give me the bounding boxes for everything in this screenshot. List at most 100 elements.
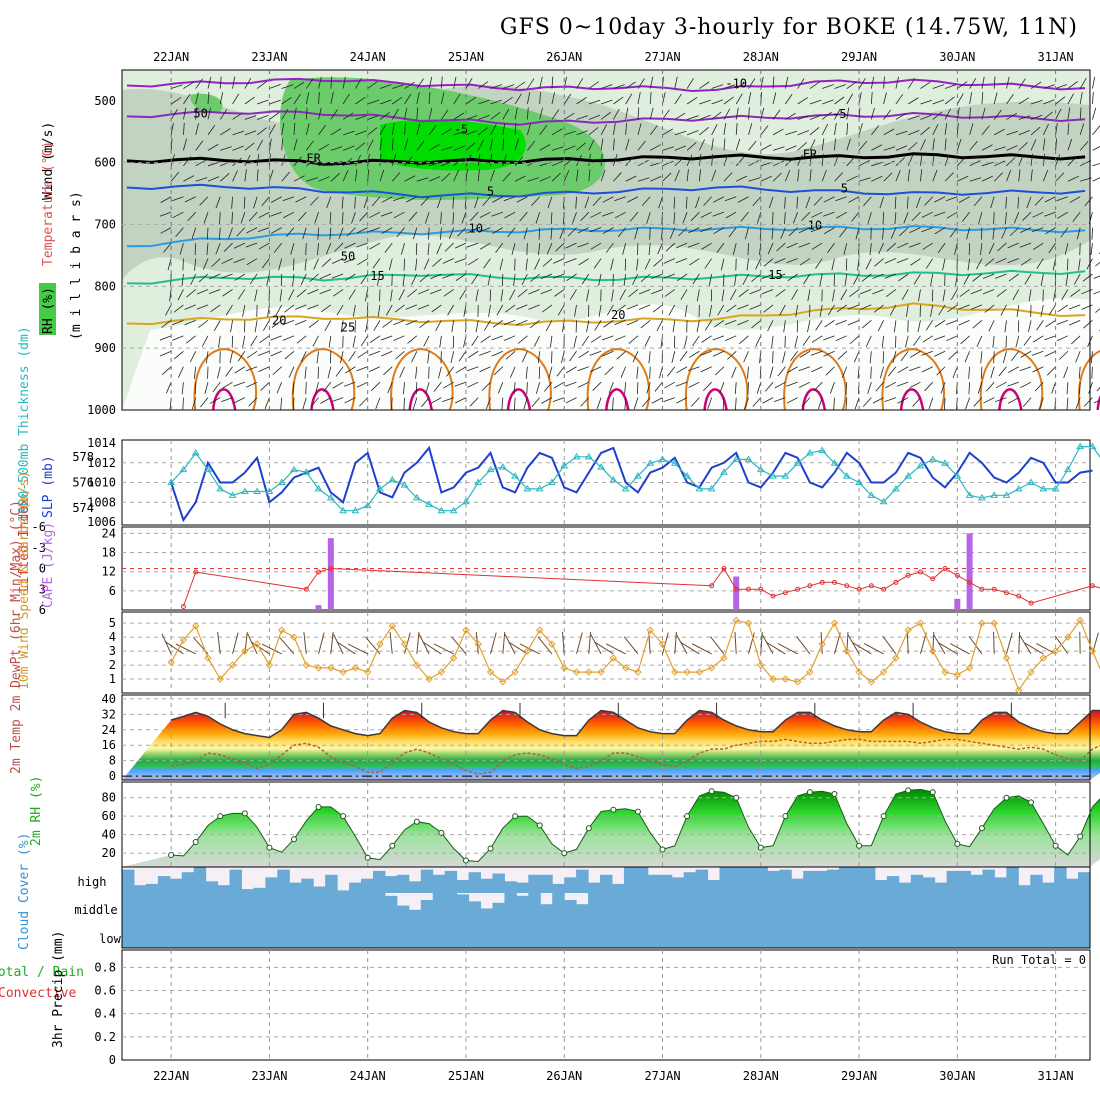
wind-barb (735, 81, 747, 89)
wind-barb (177, 366, 184, 378)
wind-barb (894, 196, 897, 209)
wind-barb (883, 172, 893, 182)
wind-barb (982, 273, 995, 279)
wind-barb (673, 212, 676, 225)
wind-barb (269, 169, 274, 182)
wind-barb (206, 227, 209, 240)
cloud-low-bar (420, 921, 434, 948)
wind-barb (1042, 123, 1049, 136)
wind-barb (858, 123, 863, 136)
wind-barb (316, 351, 319, 364)
cloud-high-bar (169, 878, 183, 893)
wind-barb (601, 211, 614, 217)
cloud-high-bar (408, 881, 422, 893)
cloud-low-bar (886, 921, 900, 948)
thickness-marker (683, 472, 691, 479)
wind-barb (834, 84, 846, 89)
wind-barb (684, 304, 688, 317)
wind-barb (913, 273, 921, 285)
cloud-middle-bar (635, 893, 649, 921)
wind-barb (499, 258, 504, 271)
wind-barb (809, 114, 822, 120)
wind10m-barb (261, 643, 282, 655)
wind-barb (895, 76, 899, 89)
wind-barb (343, 381, 356, 387)
wind-barb (981, 92, 984, 105)
wind-barb (834, 154, 839, 166)
wind-barb (454, 242, 467, 249)
wind-barb (1032, 366, 1044, 373)
wind-barb (958, 319, 970, 326)
cloud-low-bar (576, 921, 589, 948)
wind-barb (326, 196, 332, 209)
cloud-low-bar (1054, 921, 1067, 948)
wind-barb (237, 289, 246, 300)
wind-barb (649, 366, 651, 379)
cloud-low-bar (874, 921, 888, 948)
wind-barb (895, 169, 901, 182)
wind-barb (505, 350, 516, 360)
ylabel-lifted-index: Lifted Index (17, 498, 32, 592)
wind-barb (590, 211, 602, 218)
wind-barb (737, 304, 749, 310)
cloud-low-bar (743, 921, 756, 948)
wind-barb (740, 211, 749, 222)
wind-barb (823, 196, 835, 203)
wind-barb (1063, 366, 1069, 379)
wind-barb (688, 227, 700, 234)
cloud-low-bar (791, 921, 804, 948)
wind-speed-marker (241, 647, 249, 655)
wind-barb (266, 273, 270, 286)
wind-barb (672, 320, 676, 333)
wind-barb (779, 304, 786, 316)
cloud-middle-bar (886, 893, 900, 921)
wind-barb (883, 109, 892, 120)
wind-barb (432, 258, 442, 267)
li-marker (193, 569, 199, 575)
cloud-middle-bar (910, 893, 924, 921)
temp-frame (121, 694, 1091, 781)
wind-barb (958, 304, 970, 310)
wind-barb (865, 335, 872, 347)
ylabel-temp2m: 2m Temp 2m DewPt (6hr Min/Max) (°C) (9, 500, 24, 774)
wind-barb (969, 123, 974, 136)
wind-barb (637, 177, 650, 182)
wind-barb (1042, 169, 1049, 182)
wind-barb (913, 335, 921, 346)
wind-barb (170, 123, 174, 135)
wind-speed-marker (376, 640, 384, 648)
wind-barb (835, 196, 847, 202)
wind-barb (514, 107, 518, 120)
wind-speed-marker (830, 619, 839, 627)
top-date-axis: 22JAN 23JAN 24JAN 25JAN 26JAN 27JAN 28JAN 29JAN… (153, 50, 1074, 64)
isotherm-freezing (126, 152, 1086, 166)
wind-barb (244, 169, 247, 182)
wind-barb (423, 258, 430, 270)
wind-barb (284, 304, 295, 313)
wind-barb (244, 77, 252, 89)
wind-barb (637, 78, 645, 89)
rh2m-marker (880, 813, 887, 820)
wind-barb (1022, 397, 1032, 407)
wind-barb (236, 227, 246, 237)
wind-barb (182, 258, 184, 271)
cloud-level-high: high (78, 875, 107, 889)
li-marker (1028, 600, 1034, 606)
wind-barb (257, 227, 270, 233)
wind-barb (1002, 351, 1007, 363)
rh2m-marker (929, 789, 936, 796)
wind-barb (220, 128, 231, 136)
wind-barb (744, 397, 749, 410)
wind-barb (538, 227, 541, 240)
wind-barb (288, 289, 295, 301)
wind-barb (318, 124, 326, 136)
wind-barb (250, 335, 258, 347)
wind-barb (755, 335, 762, 347)
wind-barb (765, 381, 774, 392)
cloud-high-bar (157, 876, 171, 893)
wind-barb (169, 289, 172, 302)
wind-barb (650, 144, 661, 151)
wind-barb (423, 335, 430, 347)
cloud-low-bar (1030, 921, 1043, 948)
wind-barb (509, 366, 516, 378)
